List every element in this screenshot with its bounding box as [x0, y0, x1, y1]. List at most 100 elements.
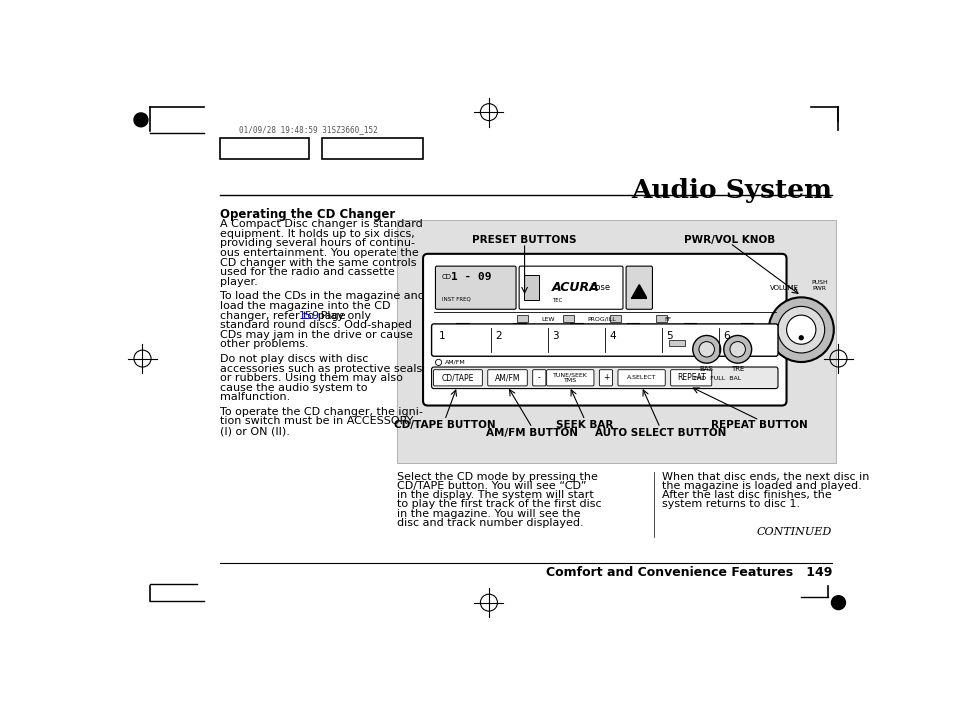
Text: in the magazine. You will see the: in the magazine. You will see the [396, 508, 579, 519]
Text: REPEAT BUTTON: REPEAT BUTTON [710, 420, 807, 430]
Text: INST FREQ: INST FREQ [441, 297, 470, 302]
Text: Operating the CD Changer: Operating the CD Changer [220, 209, 395, 222]
Text: 1 - 09: 1 - 09 [451, 273, 491, 283]
Circle shape [768, 297, 833, 362]
Text: AUTO SELECT BUTTON: AUTO SELECT BUTTON [594, 428, 725, 438]
Text: 2: 2 [495, 331, 501, 341]
Text: ACURA: ACURA [551, 281, 598, 294]
FancyBboxPatch shape [435, 266, 516, 310]
Text: CDs may jam in the drive or cause: CDs may jam in the drive or cause [220, 330, 413, 340]
Text: CD/TAPE button. You will see “CD”: CD/TAPE button. You will see “CD” [396, 481, 585, 491]
Text: FAD  FULL  BAL: FAD FULL BAL [694, 376, 740, 381]
Text: player.: player. [220, 277, 257, 287]
Text: FF: FF [663, 317, 671, 322]
Text: Audio System: Audio System [631, 178, 831, 202]
Text: TUNE/SEEK
TMS: TUNE/SEEK TMS [553, 373, 587, 383]
Text: standard round discs. Odd-shaped: standard round discs. Odd-shaped [220, 320, 412, 330]
Text: Comfort and Convenience Features   149: Comfort and Convenience Features 149 [545, 567, 831, 579]
Circle shape [786, 315, 815, 344]
Text: system returns to disc 1.: system returns to disc 1. [661, 499, 799, 510]
Text: TEC: TEC [551, 298, 561, 303]
Text: or rubbers. Using them may also: or rubbers. Using them may also [220, 373, 402, 383]
Text: 5: 5 [666, 331, 672, 341]
Circle shape [692, 335, 720, 364]
Text: CONTINUED: CONTINUED [757, 528, 831, 537]
Text: (I) or ON (II).: (I) or ON (II). [220, 426, 290, 436]
FancyBboxPatch shape [618, 370, 664, 386]
FancyBboxPatch shape [422, 254, 785, 405]
Text: SEEK BAR: SEEK BAR [556, 420, 613, 430]
Text: used for the radio and cassette: used for the radio and cassette [220, 267, 395, 278]
Text: LEW: LEW [540, 317, 554, 322]
Text: CD changer with the same controls: CD changer with the same controls [220, 258, 416, 268]
Circle shape [723, 335, 751, 364]
Text: providing several hours of continu-: providing several hours of continu- [220, 239, 415, 248]
Text: Select the CD mode by pressing the: Select the CD mode by pressing the [396, 471, 597, 482]
Circle shape [831, 596, 844, 610]
Text: 159: 159 [299, 310, 320, 321]
FancyBboxPatch shape [598, 370, 612, 386]
FancyBboxPatch shape [625, 266, 652, 310]
Text: load the magazine into the CD: load the magazine into the CD [220, 301, 390, 311]
FancyBboxPatch shape [656, 315, 666, 322]
Text: equipment. It holds up to six discs,: equipment. It holds up to six discs, [220, 229, 415, 239]
Text: 6: 6 [722, 331, 729, 341]
Text: to play the first track of the first disc: to play the first track of the first dis… [396, 499, 600, 510]
Text: PWR/VOL KNOB: PWR/VOL KNOB [683, 235, 775, 246]
Text: 4: 4 [609, 331, 616, 341]
Text: disc and track number displayed.: disc and track number displayed. [396, 518, 582, 528]
Text: When that disc ends, the next disc in: When that disc ends, the next disc in [661, 471, 868, 482]
Text: accessories such as protective seals: accessories such as protective seals [220, 364, 422, 373]
Text: 3: 3 [552, 331, 558, 341]
Text: TRE: TRE [730, 366, 743, 372]
Text: changer, refer to page: changer, refer to page [220, 310, 349, 321]
FancyBboxPatch shape [431, 367, 778, 388]
Text: PRESET BUTTONS: PRESET BUTTONS [472, 235, 577, 246]
Circle shape [799, 336, 802, 339]
Text: A Compact Disc changer is standard: A Compact Disc changer is standard [220, 219, 422, 229]
Circle shape [777, 307, 823, 353]
FancyBboxPatch shape [431, 324, 778, 356]
FancyBboxPatch shape [609, 315, 620, 322]
FancyBboxPatch shape [396, 220, 835, 462]
Text: After the last disc finishes, the: After the last disc finishes, the [661, 490, 831, 501]
Polygon shape [632, 285, 645, 297]
Text: 1: 1 [438, 331, 445, 341]
Circle shape [133, 113, 148, 127]
FancyBboxPatch shape [518, 266, 622, 310]
Text: bose: bose [590, 283, 610, 293]
FancyBboxPatch shape [669, 340, 684, 346]
FancyBboxPatch shape [546, 370, 594, 386]
Circle shape [729, 342, 744, 357]
Text: CD/TAPE BUTTON: CD/TAPE BUTTON [394, 420, 495, 430]
Text: tion switch must be in ACCESSORY: tion switch must be in ACCESSORY [220, 417, 413, 427]
Text: cause the audio system to: cause the audio system to [220, 383, 367, 393]
Text: the magazine is loaded and played.: the magazine is loaded and played. [661, 481, 861, 491]
Text: +: + [602, 373, 609, 382]
Text: AM/FM: AM/FM [495, 373, 519, 382]
Text: -: - [537, 373, 540, 382]
Text: CD: CD [441, 274, 451, 280]
Text: REPEAT: REPEAT [676, 373, 705, 382]
FancyBboxPatch shape [517, 315, 527, 322]
FancyBboxPatch shape [322, 138, 422, 159]
Circle shape [699, 342, 714, 357]
FancyBboxPatch shape [670, 370, 711, 386]
Text: PROG/ILL: PROG/ILL [587, 317, 616, 322]
Text: PUSH
PWR: PUSH PWR [810, 280, 827, 291]
Text: To load the CDs in the magazine and: To load the CDs in the magazine and [220, 291, 424, 301]
Text: . Play only: . Play only [310, 310, 371, 321]
FancyBboxPatch shape [433, 370, 482, 386]
Text: VOLUME: VOLUME [769, 285, 799, 291]
FancyBboxPatch shape [487, 370, 527, 386]
Text: malfunction.: malfunction. [220, 393, 290, 403]
Text: Do not play discs with disc: Do not play discs with disc [220, 354, 368, 364]
Text: CD/TAPE: CD/TAPE [441, 373, 474, 382]
Text: ous entertainment. You operate the: ous entertainment. You operate the [220, 248, 418, 258]
Text: 01/09/28 19:48:59 31SZ3660_152: 01/09/28 19:48:59 31SZ3660_152 [239, 125, 377, 134]
Text: A.SELECT: A.SELECT [626, 376, 656, 381]
FancyBboxPatch shape [220, 138, 309, 159]
Text: in the display. The system will start: in the display. The system will start [396, 490, 593, 501]
Circle shape [435, 359, 441, 366]
Text: AM/FM: AM/FM [444, 360, 465, 365]
